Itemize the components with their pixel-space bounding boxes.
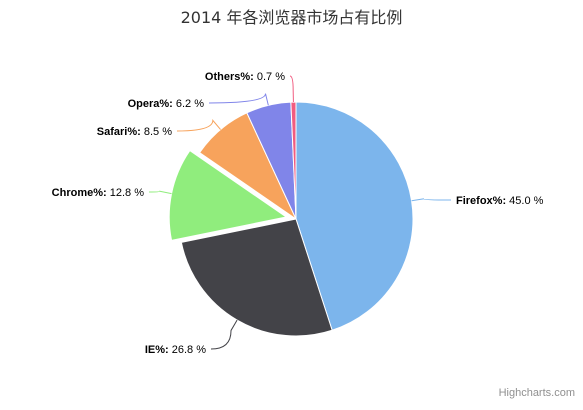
- connector-ie: [210, 319, 238, 350]
- data-label-opera: Opera%: 6.2 %: [128, 98, 205, 110]
- data-label-ie: IE%: 26.8 %: [145, 344, 206, 356]
- data-label-others: Others%: 0.7 %: [205, 71, 285, 83]
- data-label-safari: Safari%: 8.5 %: [97, 126, 172, 138]
- pie-slices: [168, 101, 414, 337]
- label-connectors: [148, 75, 452, 350]
- connector-safari: [176, 119, 221, 132]
- connector-chrome: [148, 190, 172, 195]
- chart-title: 2014 年各浏览器市场占有比例: [181, 8, 403, 27]
- data-label-chrome: Chrome%: 12.8 %: [52, 187, 145, 199]
- pie-slice-firefox[interactable]: [295, 101, 414, 331]
- data-labels: Firefox%: 45.0 % IE%: 26.8 % Chrome%: 12.8…: [52, 71, 544, 356]
- connector-opera: [208, 93, 269, 106]
- data-label-firefox: Firefox%: 45.0 %: [456, 195, 544, 207]
- pie-slice-chrome[interactable]: [168, 150, 287, 241]
- credits-link[interactable]: Highcharts.com: [499, 387, 575, 399]
- connector-others: [289, 75, 294, 103]
- connector-firefox: [411, 198, 452, 202]
